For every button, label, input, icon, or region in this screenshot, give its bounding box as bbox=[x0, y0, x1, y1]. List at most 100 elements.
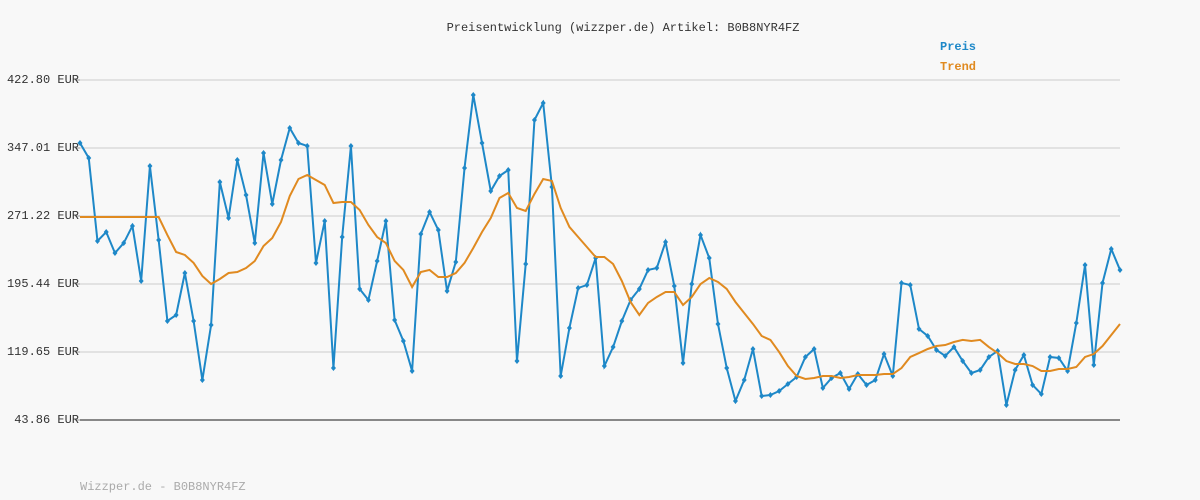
point bbox=[933, 346, 939, 353]
point bbox=[287, 125, 293, 132]
point bbox=[164, 317, 170, 324]
point bbox=[1021, 352, 1027, 359]
y-tick-label: 119.65 EUR bbox=[7, 345, 79, 359]
point bbox=[899, 279, 905, 286]
point bbox=[234, 157, 240, 164]
point bbox=[575, 284, 581, 291]
point bbox=[925, 332, 931, 339]
point bbox=[427, 208, 433, 215]
point bbox=[182, 269, 188, 276]
y-tick-label: 271.22 EUR bbox=[7, 209, 79, 223]
point bbox=[1030, 381, 1036, 388]
point bbox=[1047, 353, 1053, 360]
point bbox=[741, 377, 747, 384]
point bbox=[1003, 401, 1009, 408]
point bbox=[558, 372, 564, 379]
point bbox=[540, 99, 546, 106]
point bbox=[103, 228, 109, 235]
point bbox=[802, 353, 808, 360]
point bbox=[330, 365, 336, 372]
point bbox=[1038, 391, 1044, 398]
point bbox=[252, 240, 258, 247]
point bbox=[208, 322, 214, 329]
point bbox=[77, 139, 83, 146]
point bbox=[400, 338, 406, 345]
point bbox=[365, 297, 371, 304]
y-tick-label: 43.86 EUR bbox=[14, 413, 79, 427]
point bbox=[138, 277, 144, 284]
footer: Wizzper.de - B0B8NYR4FZ bbox=[80, 480, 246, 494]
y-tick-label: 347.01 EUR bbox=[7, 141, 79, 155]
point bbox=[470, 91, 476, 98]
point bbox=[278, 157, 284, 164]
point bbox=[531, 117, 537, 124]
point bbox=[820, 385, 826, 392]
point bbox=[698, 231, 704, 238]
point bbox=[217, 179, 223, 186]
point bbox=[977, 366, 983, 373]
point bbox=[1100, 279, 1106, 286]
point bbox=[776, 387, 782, 394]
point bbox=[645, 266, 651, 273]
point bbox=[488, 187, 494, 194]
point bbox=[601, 363, 607, 370]
point bbox=[269, 200, 275, 207]
point bbox=[986, 353, 992, 360]
series-line bbox=[79, 94, 1121, 406]
point bbox=[1073, 319, 1079, 326]
point bbox=[1056, 354, 1062, 361]
point bbox=[383, 217, 389, 224]
point bbox=[339, 234, 345, 241]
point bbox=[767, 392, 773, 399]
point bbox=[785, 380, 791, 387]
point bbox=[173, 311, 179, 318]
point bbox=[348, 142, 354, 149]
point bbox=[750, 345, 756, 352]
point bbox=[1082, 262, 1088, 269]
point bbox=[86, 154, 92, 161]
point bbox=[261, 149, 267, 156]
point bbox=[94, 237, 100, 244]
point bbox=[199, 377, 205, 384]
point bbox=[680, 359, 686, 366]
point bbox=[636, 285, 642, 292]
point bbox=[1091, 361, 1097, 368]
point bbox=[584, 282, 590, 289]
point bbox=[392, 317, 398, 324]
point bbox=[916, 325, 922, 332]
chart-title: Preisentwicklung (wizzper.de) Artikel: B… bbox=[447, 21, 800, 35]
point bbox=[942, 352, 948, 359]
point bbox=[374, 257, 380, 264]
point bbox=[514, 358, 520, 365]
point bbox=[706, 255, 712, 262]
point bbox=[968, 370, 974, 377]
point bbox=[453, 258, 459, 265]
legend-label: Preis bbox=[940, 40, 976, 54]
point bbox=[462, 165, 468, 172]
point bbox=[811, 345, 817, 352]
point bbox=[864, 381, 870, 388]
point bbox=[663, 238, 669, 245]
point bbox=[951, 344, 957, 351]
point bbox=[129, 222, 135, 229]
point bbox=[147, 162, 153, 169]
point bbox=[610, 344, 616, 351]
point bbox=[759, 393, 765, 400]
y-tick-label: 422.80 EUR bbox=[7, 73, 79, 87]
point bbox=[689, 281, 695, 288]
point bbox=[837, 370, 843, 377]
point bbox=[1117, 266, 1123, 273]
point bbox=[654, 264, 660, 271]
point bbox=[872, 377, 878, 384]
point bbox=[881, 351, 887, 358]
point bbox=[619, 317, 625, 324]
point bbox=[322, 217, 328, 224]
point bbox=[112, 249, 118, 256]
point bbox=[907, 282, 913, 289]
point bbox=[313, 259, 319, 266]
point bbox=[191, 317, 197, 324]
point bbox=[409, 367, 415, 374]
series-line bbox=[80, 173, 1121, 380]
